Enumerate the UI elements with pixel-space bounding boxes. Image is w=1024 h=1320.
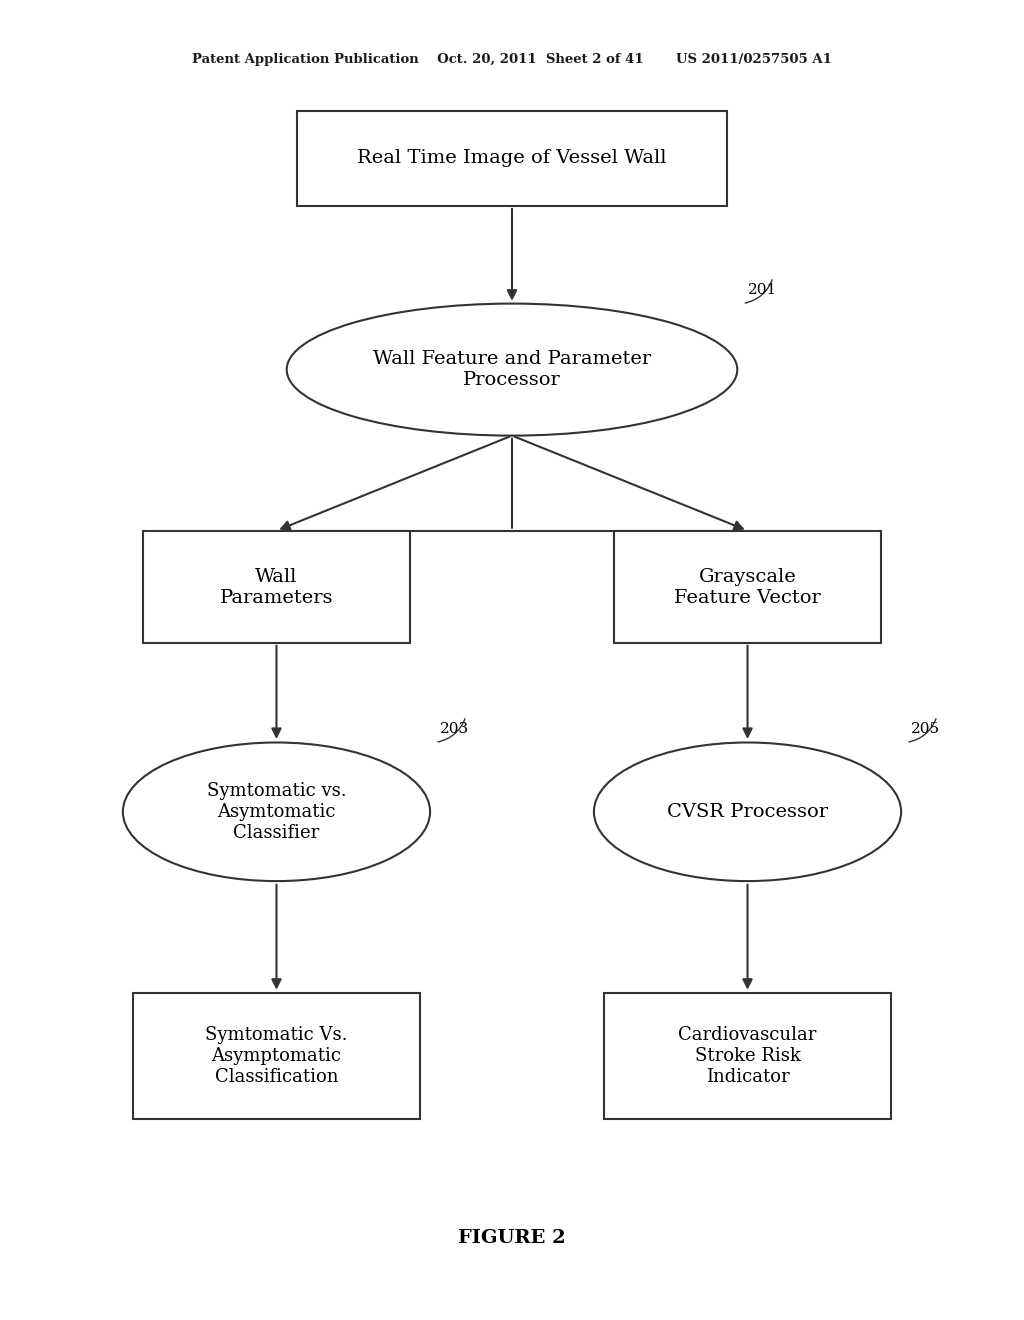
Ellipse shape	[287, 304, 737, 436]
FancyBboxPatch shape	[614, 531, 881, 643]
Text: FIGURE 2: FIGURE 2	[458, 1229, 566, 1247]
Ellipse shape	[594, 742, 901, 882]
Text: 201: 201	[748, 282, 777, 297]
Text: Symtomatic vs.
Asymtomatic
Classifier: Symtomatic vs. Asymtomatic Classifier	[207, 781, 346, 842]
Text: Real Time Image of Vessel Wall: Real Time Image of Vessel Wall	[357, 149, 667, 168]
Text: Wall Feature and Parameter
Processor: Wall Feature and Parameter Processor	[373, 350, 651, 389]
Ellipse shape	[123, 742, 430, 882]
Text: Symtomatic Vs.
Asymptomatic
Classification: Symtomatic Vs. Asymptomatic Classificati…	[205, 1026, 348, 1086]
Text: CVSR Processor: CVSR Processor	[667, 803, 828, 821]
Text: Cardiovascular
Stroke Risk
Indicator: Cardiovascular Stroke Risk Indicator	[678, 1026, 817, 1086]
Text: 205: 205	[911, 722, 940, 737]
Text: Patent Application Publication    Oct. 20, 2011  Sheet 2 of 41       US 2011/025: Patent Application Publication Oct. 20, …	[193, 53, 831, 66]
FancyBboxPatch shape	[133, 993, 420, 1118]
FancyBboxPatch shape	[143, 531, 410, 643]
Text: 203: 203	[440, 722, 469, 737]
Text: Grayscale
Feature Vector: Grayscale Feature Vector	[674, 568, 821, 607]
FancyBboxPatch shape	[297, 111, 727, 206]
Text: Wall
Parameters: Wall Parameters	[220, 568, 333, 607]
FancyBboxPatch shape	[604, 993, 891, 1118]
